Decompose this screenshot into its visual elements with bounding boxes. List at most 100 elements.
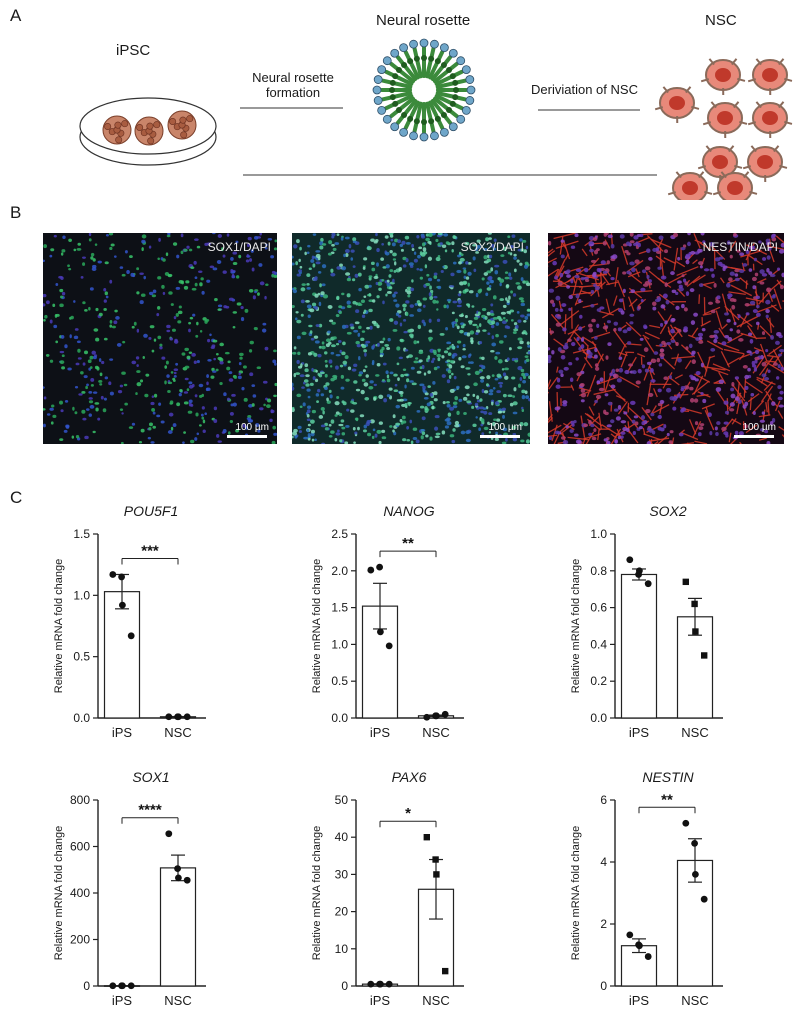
data-point xyxy=(636,567,643,575)
chart-nestin: NESTIN Relative mRNA fold change 0 2 4 6 iPS NS… xyxy=(570,769,723,1008)
y-tick-label: 0.8 xyxy=(590,564,607,578)
y-axis-label: Relative mRNA fold change xyxy=(570,559,582,694)
data-point xyxy=(691,600,698,608)
data-point xyxy=(433,871,440,878)
significance-label: ** xyxy=(661,791,673,808)
y-axis-label: Relative mRNA fold change xyxy=(53,826,65,961)
x-tick-label: NSC xyxy=(422,993,449,1008)
data-point xyxy=(385,642,393,650)
data-point xyxy=(701,652,708,659)
nsc-cell xyxy=(742,145,788,183)
data-point xyxy=(377,628,384,636)
x-tick-label: iPS xyxy=(629,725,650,740)
data-point xyxy=(183,876,191,884)
x-tick-label: iPS xyxy=(370,993,391,1008)
x-tick-label: iPS xyxy=(629,993,650,1008)
data-point xyxy=(441,710,449,718)
x-tick-label: iPS xyxy=(370,725,391,740)
neural-rosette-icon xyxy=(372,38,476,142)
y-axis-label: Relative mRNA fold change xyxy=(311,559,323,694)
y-tick-label: 0 xyxy=(600,979,607,993)
data-point xyxy=(367,980,375,988)
data-point xyxy=(700,895,708,903)
data-point xyxy=(119,982,126,990)
nsc-cell xyxy=(747,58,793,96)
step-derivation-text: Deriviation of NSC xyxy=(531,82,638,97)
y-tick-label: 800 xyxy=(70,793,90,807)
scale-label: 100 µm xyxy=(742,422,776,433)
y-tick-label: 40 xyxy=(335,830,349,844)
significance-label: ** xyxy=(402,535,414,552)
y-tick-label: 0 xyxy=(83,979,90,993)
panel-label-c: C xyxy=(10,488,23,507)
data-point xyxy=(692,871,699,878)
nsc-cells-icon xyxy=(654,58,793,200)
schematic-graphics xyxy=(79,38,793,200)
chart-sox2: SOX2 Relative mRNA fold change 0.0 0.2 0.4 0.… xyxy=(570,503,723,740)
data-point xyxy=(127,982,135,990)
y-axis-label: Relative mRNA fold change xyxy=(311,826,323,961)
y-tick-label: 0.6 xyxy=(590,601,607,615)
data-point xyxy=(175,874,182,882)
y-axis-label: Relative mRNA fold change xyxy=(53,559,65,694)
bar-charts: POU5F1 Relative mRNA fold change 0.0 0.5 1.0… xyxy=(53,503,723,1008)
scale-bar xyxy=(734,435,774,438)
x-tick-label: NSC xyxy=(681,993,708,1008)
step-formation-text: Neural rosette formation xyxy=(252,70,334,100)
y-tick-label: 0.0 xyxy=(331,711,348,725)
scale-label: 100 µm xyxy=(488,422,522,433)
nsc-cell xyxy=(747,101,793,139)
ipsc-title: iPSC xyxy=(116,42,151,59)
micrograph-label: SOX2/DAPI xyxy=(460,240,524,254)
y-tick-label: 2 xyxy=(600,917,607,931)
ipsc-colony xyxy=(134,116,164,146)
x-tick-label: iPS xyxy=(112,725,133,740)
data-point xyxy=(376,563,383,571)
micrograph-nestin: NESTIN/DAPI 100 µm xyxy=(548,233,784,444)
x-tick-label: NSC xyxy=(422,725,449,740)
nsc-cell xyxy=(654,86,700,124)
data-point xyxy=(626,931,634,939)
chart-sox1: SOX1 Relative mRNA fold change 0 200 400 600 8… xyxy=(53,769,206,1008)
y-tick-label: 2.5 xyxy=(331,527,348,541)
nsc-cell xyxy=(697,145,743,183)
y-tick-label: 1.0 xyxy=(73,588,90,602)
x-tick-label: NSC xyxy=(681,725,708,740)
nsc-title: NSC xyxy=(705,12,737,29)
chart-nanog: NANOG Relative mRNA fold change 0.0 0.5 1.0 1… xyxy=(311,503,464,740)
y-tick-label: 1.0 xyxy=(331,637,348,651)
nsc-cell xyxy=(712,171,758,200)
data-point xyxy=(127,632,135,640)
y-tick-label: 0.0 xyxy=(590,711,607,725)
data-point xyxy=(644,953,652,960)
panel-label-b: B xyxy=(10,203,22,222)
panel-label-a: A xyxy=(10,6,22,25)
data-point xyxy=(377,980,384,988)
data-point xyxy=(442,967,449,975)
nsc-cell xyxy=(702,101,748,139)
data-point xyxy=(165,830,173,838)
y-tick-label: 0.5 xyxy=(73,650,90,664)
scale-label: 100 µm xyxy=(235,422,269,433)
y-axis-label: Relative mRNA fold change xyxy=(570,826,582,961)
ipsc-colony xyxy=(167,110,197,140)
y-tick-label: 0.0 xyxy=(73,711,90,725)
x-tick-label: iPS xyxy=(112,993,133,1008)
bar-nsc xyxy=(159,867,197,987)
data-point xyxy=(682,578,689,586)
data-point xyxy=(644,580,652,588)
data-point xyxy=(433,712,440,720)
significance-label: *** xyxy=(141,542,159,559)
micrograph-label: SOX1/DAPI xyxy=(207,240,271,254)
y-tick-label: 6 xyxy=(600,793,607,807)
y-tick-label: 0.5 xyxy=(331,674,348,688)
chart-pax6: PAX6 Relative mRNA fold change 0 10 20 30 40 50… xyxy=(311,769,464,1008)
data-point xyxy=(682,819,690,827)
data-point xyxy=(691,840,698,847)
y-tick-label: 600 xyxy=(70,840,90,854)
data-point xyxy=(423,834,430,841)
ipsc-colony xyxy=(102,115,132,145)
y-tick-label: 30 xyxy=(335,867,349,881)
chart-title: POU5F1 xyxy=(124,503,178,519)
data-point xyxy=(367,566,375,574)
